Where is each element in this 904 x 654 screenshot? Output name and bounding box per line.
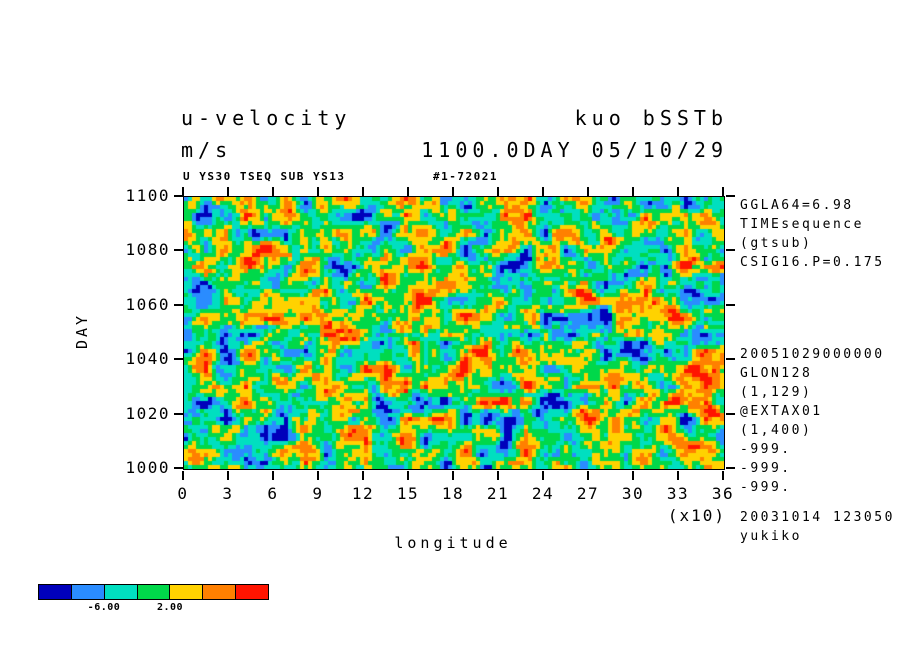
x-tick-mark (542, 187, 544, 196)
right-annotations-top: GGLA64=6.98 TIMEsequence (gtsub) CSIG16.P=0… (740, 196, 885, 272)
x-tick-label: 6 (267, 484, 279, 503)
y-axis-label: DAY (73, 312, 91, 350)
annotation-line: (gtsub) (740, 236, 813, 251)
y-tick-label: 1020 (125, 403, 170, 423)
annotation-line: TIMEsequence (740, 217, 864, 232)
page-title: u-velocity (181, 106, 352, 130)
x-tick-mark (677, 187, 679, 196)
colorbar-label: -6.00 (87, 602, 121, 613)
plot-area (183, 196, 725, 470)
x-tick-label: 30 (621, 484, 645, 503)
x-tick-mark (452, 187, 454, 196)
x-tick-mark (497, 187, 499, 196)
right-annotations-footer: 20031014 123050 yukiko (740, 508, 895, 546)
x-tick-mark (272, 187, 274, 196)
y-tick-mark (726, 358, 735, 361)
annotation-line: -999. (740, 480, 792, 495)
x-tick-mark (452, 471, 454, 480)
y-tick-mark (726, 195, 735, 197)
colorbar-segment (103, 584, 138, 600)
x-tick-mark (182, 471, 184, 480)
y-tick-mark (174, 358, 183, 361)
y-tick-label: 1100 (125, 186, 170, 205)
x-axis-multiplier: (x10) (667, 506, 726, 525)
x-tick-mark (587, 471, 589, 480)
meta-left-label: U YS30 TSEQ SUB YS13 (183, 170, 346, 183)
annotation-line: -999. (740, 461, 792, 476)
x-tick-label: 15 (396, 484, 420, 503)
x-tick-label: 36 (711, 484, 735, 503)
y-tick-mark (174, 195, 183, 197)
annotation-line: GGLA64=6.98 (740, 198, 854, 213)
x-tick-mark (227, 187, 229, 196)
colorbar-segment (70, 584, 105, 600)
x-tick-mark (272, 471, 274, 480)
annotation-line: (1,129) (740, 385, 813, 400)
colorbar-segment (202, 584, 237, 600)
x-tick-mark (227, 471, 229, 480)
y-tick-mark (726, 249, 735, 252)
x-tick-label: 21 (486, 484, 510, 503)
annotation-line: CSIG16.P=0.175 (740, 255, 885, 270)
datetime-subtitle: 1100.0DAY 05/10/29 (421, 138, 728, 162)
x-tick-mark (362, 187, 364, 196)
x-tick-mark (497, 471, 499, 480)
x-tick-label: 0 (177, 484, 189, 503)
colorbar-segment (169, 584, 204, 600)
y-tick-mark (726, 412, 735, 415)
x-tick-mark (317, 187, 319, 196)
right-annotations-mid: 20051029000000 GLON128 (1,129) @EXTAX01 (1,4… (740, 345, 885, 497)
annotation-line: (1,400) (740, 423, 813, 438)
y-tick-mark (174, 412, 183, 415)
x-tick-mark (632, 187, 634, 196)
y-tick-label: 1040 (125, 349, 170, 369)
y-tick-mark (174, 249, 183, 252)
meta-right-label: #1-72021 (433, 170, 498, 183)
x-tick-mark (182, 187, 184, 196)
annotation-line: -999. (740, 442, 792, 457)
x-tick-mark (677, 471, 679, 480)
y-tick-mark (726, 467, 735, 469)
y-tick-label: 1060 (125, 294, 170, 314)
x-tick-label: 12 (351, 484, 375, 503)
x-tick-mark (722, 471, 724, 480)
x-tick-mark (362, 471, 364, 480)
annotation-line: 20051029000000 (740, 347, 885, 362)
annotation-line: 20031014 123050 (740, 510, 895, 525)
y-tick-mark (174, 467, 183, 469)
x-tick-mark (722, 187, 724, 196)
x-tick-label: 24 (531, 484, 555, 503)
x-tick-mark (542, 471, 544, 480)
y-tick-mark (726, 303, 735, 306)
x-tick-mark (632, 471, 634, 480)
y-tick-label: 1080 (125, 240, 170, 260)
x-tick-label: 3 (222, 484, 234, 503)
x-tick-mark (407, 187, 409, 196)
colorbar-segment (235, 584, 270, 600)
colorbar-segment (136, 584, 171, 600)
x-tick-label: 18 (441, 484, 465, 503)
x-tick-mark (317, 471, 319, 480)
heatmap-canvas (184, 197, 724, 469)
x-tick-label: 27 (576, 484, 600, 503)
colorbar-segment (38, 584, 72, 600)
annotation-line: @EXTAX01 (740, 404, 823, 419)
annotation-line: GLON128 (740, 366, 813, 381)
units-label: m/s (181, 138, 233, 162)
x-tick-mark (587, 187, 589, 196)
x-axis-label: longitude (394, 534, 512, 552)
y-tick-mark (174, 303, 183, 306)
y-tick-label: 1000 (125, 458, 170, 477)
colorbar (38, 584, 270, 600)
colorbar-label: 2.00 (156, 602, 184, 613)
x-tick-label: 33 (666, 484, 690, 503)
x-tick-mark (407, 471, 409, 480)
annotation-line: yukiko (740, 529, 802, 544)
experiment-title: kuo bSSTb (574, 106, 728, 130)
x-tick-label: 9 (312, 484, 324, 503)
